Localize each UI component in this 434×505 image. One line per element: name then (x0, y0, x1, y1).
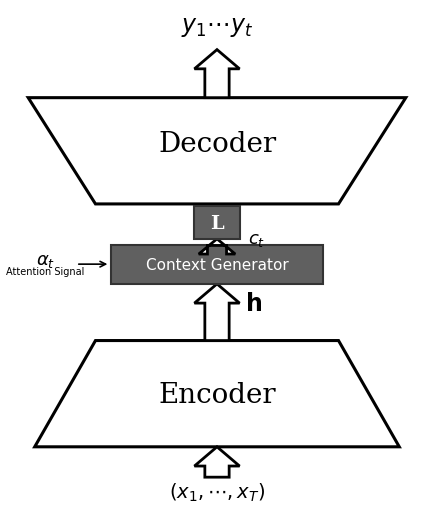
Text: Encoder: Encoder (158, 381, 276, 409)
FancyBboxPatch shape (194, 207, 240, 239)
Text: L: L (210, 214, 224, 232)
Polygon shape (28, 98, 406, 205)
FancyBboxPatch shape (111, 246, 323, 284)
Polygon shape (199, 239, 235, 255)
Text: Attention Signal: Attention Signal (7, 266, 85, 276)
Text: $y_1 \cdots y_t$: $y_1 \cdots y_t$ (181, 16, 253, 39)
Polygon shape (194, 447, 240, 477)
Text: $(x_1, \cdots, x_T)$: $(x_1, \cdots, x_T)$ (169, 481, 265, 503)
Polygon shape (194, 284, 240, 341)
Text: $\alpha_t$: $\alpha_t$ (36, 251, 55, 270)
Text: Decoder: Decoder (158, 130, 276, 158)
Text: $c_t$: $c_t$ (248, 231, 266, 249)
Text: $\mathbf{h}$: $\mathbf{h}$ (245, 291, 262, 315)
Text: Context Generator: Context Generator (146, 258, 288, 273)
Polygon shape (35, 341, 399, 447)
Polygon shape (194, 50, 240, 98)
